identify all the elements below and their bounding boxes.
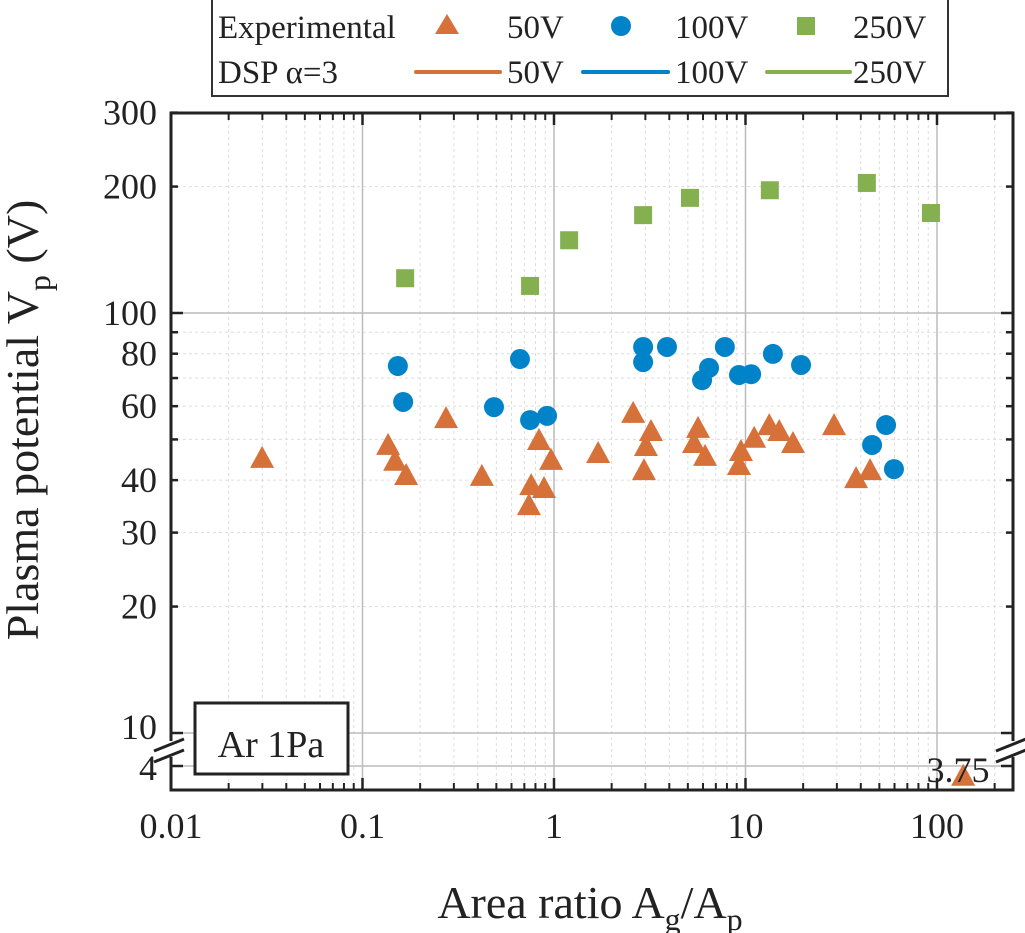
point-250V: [857, 173, 876, 192]
point-250V: [634, 206, 653, 225]
x-tick-label: 0.01: [140, 806, 203, 846]
point-100V: [509, 349, 530, 370]
point-50V: [780, 430, 805, 453]
point-50V: [742, 425, 767, 448]
point-250V: [921, 204, 940, 223]
y-tick-label: 80: [121, 334, 157, 374]
y-tick-label: 10: [121, 707, 157, 747]
point-50V: [516, 493, 541, 516]
point-50V: [394, 462, 419, 485]
point-100V: [393, 391, 414, 412]
point-50V: [822, 413, 847, 436]
legend-row-dsp: DSP α=3: [218, 55, 338, 91]
point-50V: [638, 418, 663, 441]
point-50V: [767, 418, 792, 441]
y-tick-label: 100: [103, 293, 157, 333]
legend: Experimental DSP α=3 50V 100V 250V 50V 1…: [211, 0, 949, 97]
axis-break-gap: [167, 741, 175, 757]
point-50V: [383, 448, 408, 471]
point-100V: [656, 336, 677, 357]
point-250V: [560, 231, 579, 250]
y-tick-label: 4: [139, 748, 157, 788]
y-tick-label: 300: [103, 93, 157, 133]
point-100V: [387, 355, 408, 376]
point-50V: [469, 463, 494, 486]
point-50V: [621, 400, 646, 423]
point-100V: [741, 364, 762, 385]
point-100V: [633, 352, 654, 373]
point-50V: [633, 434, 658, 457]
x-tick-label: 1: [545, 806, 563, 846]
point-100V: [791, 354, 812, 375]
legend-marker-250v: 250V: [853, 10, 927, 46]
point-100V: [714, 336, 735, 357]
point-50V: [434, 406, 459, 429]
point-50V: [376, 432, 401, 455]
axis-break-mark: [995, 737, 1025, 753]
point-50V: [681, 430, 706, 453]
point-250V: [680, 188, 699, 207]
point-50V: [527, 428, 552, 451]
point-50V: [844, 466, 869, 489]
point-50V: [539, 447, 564, 470]
y-tick-label: 30: [121, 513, 157, 553]
point-50V: [631, 458, 656, 481]
plot-frame: [169, 111, 1015, 792]
point-250V: [396, 269, 415, 288]
point-label-3.75: 3.75: [927, 750, 990, 790]
point-100V: [883, 459, 904, 480]
x-axis-label: Area ratio Ag/Ap: [437, 877, 742, 933]
y-axis-label: Plasma potential Vp (V): [0, 200, 57, 641]
legend-triangle-icon: [435, 14, 459, 34]
legend-marker-50v: 50V: [507, 10, 564, 46]
annotation-text: Ar 1Pa: [218, 724, 325, 766]
point-100V: [762, 343, 783, 364]
point-250V: [760, 181, 779, 200]
point-50V: [250, 445, 275, 468]
point-50V: [728, 439, 753, 462]
legend-square-icon: [797, 17, 815, 35]
legend-line-label-50v: 50V: [507, 55, 564, 91]
point-50V: [586, 441, 611, 464]
axis-break-mark: [153, 737, 185, 753]
point-100V: [876, 415, 897, 436]
point-100V: [633, 336, 654, 357]
point-50V: [951, 763, 976, 786]
point-50V: [693, 443, 718, 466]
point-50V: [858, 458, 883, 481]
point-100V: [520, 410, 541, 431]
point-100V: [862, 434, 883, 455]
grid: [170, 112, 1013, 790]
x-tick-label: 100: [910, 806, 964, 846]
x-tick-label: 0.1: [340, 806, 385, 846]
axis-break-mark: [995, 748, 1025, 764]
legend-circle-icon: [611, 16, 631, 36]
axis-break-gap: [1009, 741, 1017, 757]
point-250V: [521, 276, 540, 295]
data-points: [250, 173, 976, 786]
y-tick-label: 20: [121, 587, 157, 627]
annotation-box: Ar 1Pa: [193, 701, 350, 776]
axis-break-mark: [153, 748, 185, 764]
legend-line-label-100v: 100V: [675, 55, 749, 91]
point-50V: [686, 415, 711, 438]
point-50V: [727, 452, 752, 475]
x-tick-label: 10: [728, 806, 764, 846]
y-tick-label: 60: [121, 386, 157, 426]
legend-marker-100v: 100V: [675, 10, 749, 46]
point-100V: [537, 405, 558, 426]
legend-row-experimental: Experimental: [218, 10, 396, 46]
axes: [153, 111, 1025, 792]
y-tick-label: 40: [121, 460, 157, 500]
point-100V: [699, 357, 720, 378]
legend-line-label-250v: 250V: [853, 55, 927, 91]
point-100V: [483, 397, 504, 418]
point-50V: [532, 475, 557, 498]
y-tick-label: 200: [103, 167, 157, 207]
